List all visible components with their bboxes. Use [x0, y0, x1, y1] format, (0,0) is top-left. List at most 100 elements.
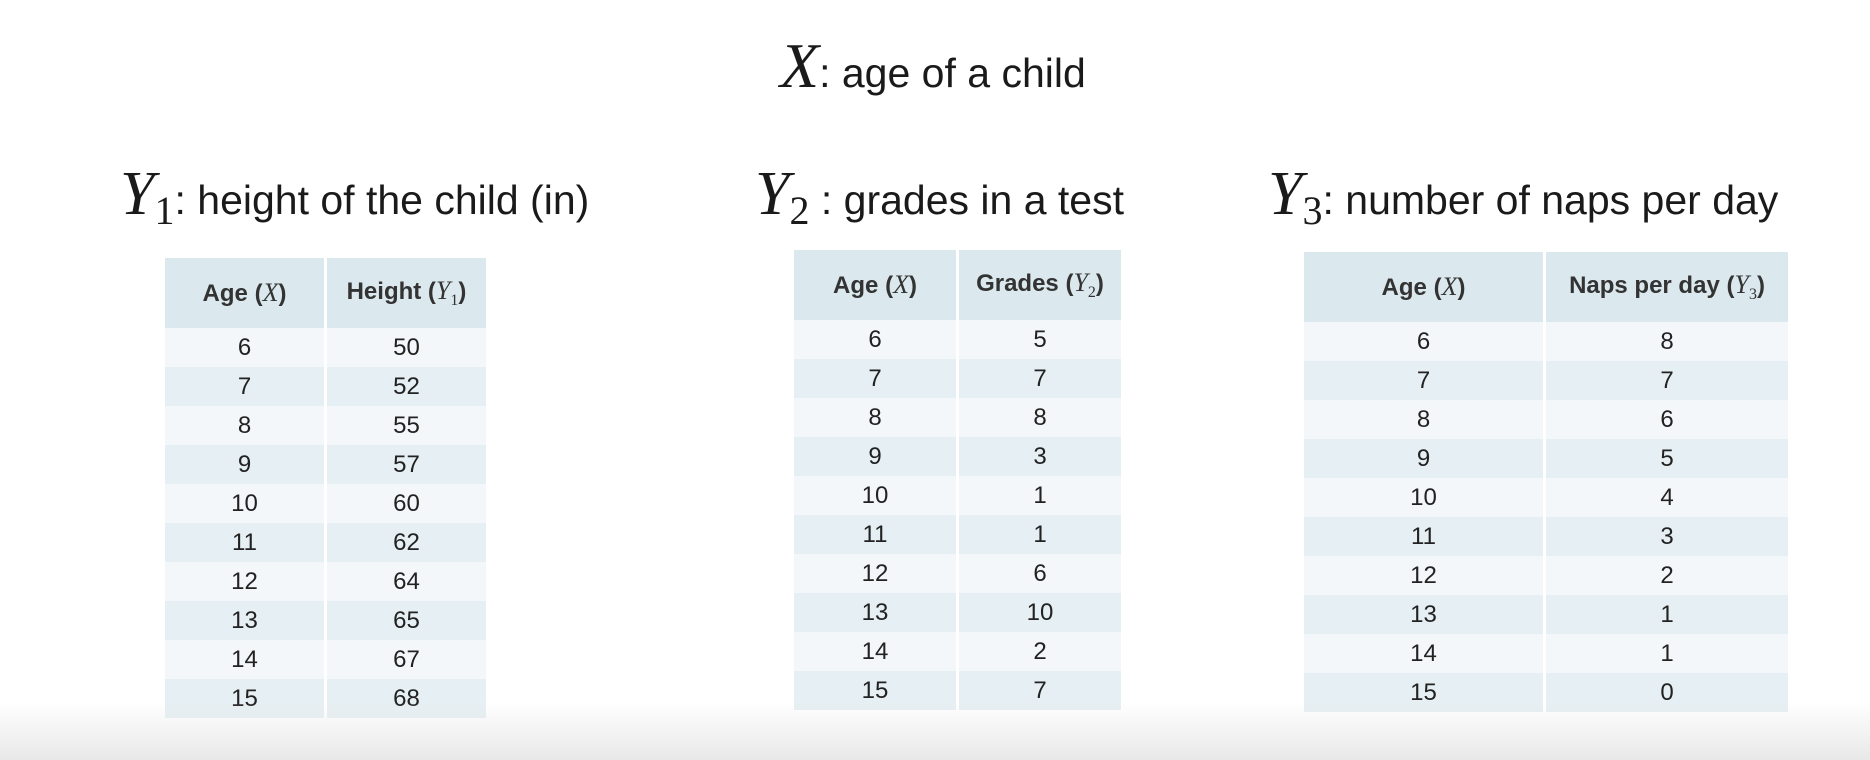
table-row: 10 60	[165, 484, 486, 523]
table-row: 14 67	[165, 640, 486, 679]
table-cell: 14	[1304, 634, 1546, 673]
table-cell: 65	[327, 601, 486, 640]
table-cell: 7	[1304, 361, 1546, 400]
table-cell: 57	[327, 445, 486, 484]
table-cell: 10	[1304, 478, 1546, 517]
table-cell: 11	[1304, 517, 1546, 556]
table-row: 13 65	[165, 601, 486, 640]
table-cell: 67	[327, 640, 486, 679]
column-header: Age (X)	[165, 258, 327, 328]
table-cell: 4	[1546, 478, 1788, 517]
column-variable: Y	[1073, 268, 1088, 298]
table-row: 12 6	[794, 554, 1121, 593]
header-row: Age (X) Naps per day (Y3)	[1304, 252, 1788, 322]
column-label: Age	[833, 272, 886, 299]
table-row: 14 2	[794, 632, 1121, 671]
table-cell: 3	[1546, 517, 1788, 556]
table-row: 11 3	[1304, 517, 1788, 556]
table-row: 13 1	[1304, 595, 1788, 634]
column-variable: X	[893, 270, 909, 299]
table-cell: 7	[165, 367, 327, 406]
heading-subscript: 3	[1302, 188, 1323, 233]
table-cell: 14	[165, 640, 327, 679]
table-cell: 11	[165, 523, 327, 562]
column-variable: X	[1441, 272, 1458, 301]
table-cell: 10	[165, 484, 327, 523]
table-cell: 6	[959, 554, 1121, 593]
header-row: Age (X) Grades (Y2)	[794, 250, 1121, 320]
column-label: Age	[202, 280, 255, 307]
column-header: Naps per day (Y3)	[1546, 252, 1788, 322]
table-cell: 55	[327, 406, 486, 445]
table-cell: 12	[794, 554, 959, 593]
table-row: 7 52	[165, 367, 486, 406]
table-cell: 1	[959, 515, 1121, 554]
height-table: Age (X) Height (Y1) 6 50 7 52 8 55 9 57 10 60 11 62 12…	[165, 258, 486, 718]
table-row: 12 64	[165, 562, 486, 601]
table-cell: 11	[794, 515, 959, 554]
naps-table: Age (X) Naps per day (Y3) 6 8 7 7 8 6 9 5 10 4 11 3 12…	[1304, 252, 1788, 712]
page-title: X: age of a child	[780, 34, 1086, 98]
panel-heading-y3: Y3: number of naps per day	[1268, 163, 1778, 231]
column-subscript: 3	[1748, 285, 1757, 303]
table-cell: 6	[1546, 400, 1788, 439]
table-cell: 13	[794, 593, 959, 632]
table-row: 8 55	[165, 406, 486, 445]
table-row: 10 1	[794, 476, 1121, 515]
heading-variable: Y	[755, 160, 790, 228]
table-cell: 9	[165, 445, 327, 484]
column-header: Age (X)	[794, 250, 959, 320]
table-cell: 10	[959, 593, 1121, 632]
table-cell: 64	[327, 562, 486, 601]
table-row: 14 1	[1304, 634, 1788, 673]
bottom-shadow	[0, 702, 1870, 760]
table-cell: 60	[327, 484, 486, 523]
column-variable: Y	[435, 276, 451, 306]
table-cell: 50	[327, 328, 486, 367]
table-cell: 1	[1546, 634, 1788, 673]
table-row: 11 62	[165, 523, 486, 562]
table-cell: 9	[794, 437, 959, 476]
heading-variable: Y	[120, 160, 155, 228]
table-row: 6 50	[165, 328, 486, 367]
heading-text: : number of naps per day	[1322, 177, 1779, 223]
column-subscript: 2	[1087, 283, 1096, 301]
title-variable: X	[780, 30, 820, 101]
table-cell: 13	[1304, 595, 1546, 634]
column-header: Height (Y1)	[327, 258, 486, 328]
table-cell: 3	[959, 437, 1121, 476]
header-row: Age (X) Height (Y1)	[165, 258, 486, 328]
table-cell: 5	[1546, 439, 1788, 478]
table-row: 11 1	[794, 515, 1121, 554]
table-cell: 8	[1304, 400, 1546, 439]
table-cell: 6	[1304, 322, 1546, 361]
table-cell: 12	[1304, 556, 1546, 595]
column-label: Naps per day	[1569, 272, 1727, 300]
table-cell: 6	[165, 328, 327, 367]
column-variable: Y	[1734, 270, 1749, 300]
table-cell: 8	[165, 406, 327, 445]
table-row: 12 2	[1304, 556, 1788, 595]
table-cell: 7	[959, 359, 1121, 398]
table-row: 9 57	[165, 445, 486, 484]
panel-heading-y1: Y1: height of the child (in)	[120, 163, 589, 231]
table-cell: 10	[794, 476, 959, 515]
table-cell: 2	[1546, 556, 1788, 595]
table-cell: 62	[327, 523, 486, 562]
heading-variable: Y	[1268, 160, 1303, 228]
table-cell: 8	[959, 398, 1121, 437]
panel-heading-y2: Y2 : grades in a test	[755, 163, 1124, 231]
table-row: 13 10	[794, 593, 1121, 632]
column-header: Age (X)	[1304, 252, 1546, 322]
heading-subscript: 2	[789, 188, 810, 233]
table-cell: 9	[1304, 439, 1546, 478]
table-cell: 12	[165, 562, 327, 601]
table-row: 10 4	[1304, 478, 1788, 517]
